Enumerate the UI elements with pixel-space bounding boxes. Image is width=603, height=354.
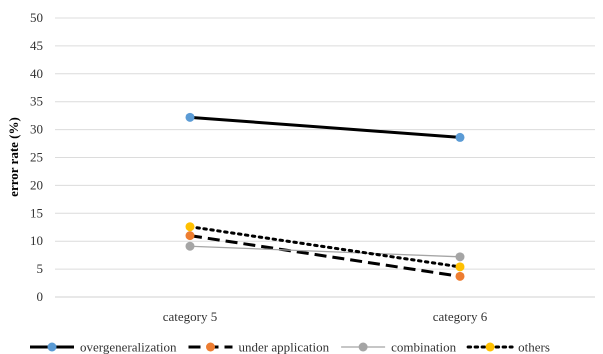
legend-item: combination	[341, 340, 457, 354]
series-3-point	[185, 222, 195, 232]
y-tick-label: 0	[37, 289, 44, 304]
gridlines	[55, 17, 595, 298]
x-tick-label: category 5	[163, 309, 218, 324]
series-0-point	[455, 132, 465, 142]
y-axis-label: error rate (%)	[6, 117, 21, 197]
legend-item: overgeneralization	[30, 340, 177, 354]
y-tick-label: 45	[30, 38, 43, 53]
legend-swatch-marker	[206, 342, 215, 352]
legend-item: under application	[188, 340, 330, 354]
series-line-1	[189, 234, 461, 278]
legend-swatch-marker	[47, 342, 57, 352]
series-0-point	[185, 112, 195, 122]
y-axis-ticks: 0 5 10 15 20 25 30 35 40 45 50	[30, 10, 43, 304]
series-line-2	[189, 245, 461, 258]
series-2-point	[185, 241, 195, 251]
y-tick-label: 10	[30, 233, 43, 248]
y-tick-label: 25	[30, 150, 43, 165]
legend-label: overgeneralization	[80, 340, 177, 354]
y-tick-label: 35	[30, 94, 43, 109]
legend-label: others	[518, 340, 550, 354]
x-axis-ticks: category 5 category 6	[163, 309, 488, 324]
series-1-point	[455, 271, 465, 281]
series-1-point	[185, 231, 195, 241]
x-tick-label: category 6	[433, 309, 488, 324]
series-line-3	[188, 225, 462, 269]
series-2-point	[455, 252, 465, 262]
series-line-0	[189, 115, 461, 139]
legend-label: combination	[391, 340, 456, 354]
legend-item: others	[466, 340, 550, 354]
legend-swatch-marker	[358, 342, 368, 352]
legend: overgeneralization under application combi…	[30, 340, 550, 354]
y-tick-label: 5	[37, 261, 44, 276]
legend-label: under application	[239, 340, 330, 354]
series-3-point	[455, 262, 465, 272]
series-markers	[185, 112, 465, 281]
legend-swatch-marker	[485, 342, 495, 352]
series-lines	[188, 115, 462, 278]
y-tick-label: 30	[30, 122, 43, 137]
y-tick-label: 40	[30, 66, 43, 81]
y-tick-label: 50	[30, 10, 43, 25]
y-tick-label: 20	[30, 177, 43, 192]
y-tick-label: 15	[30, 205, 43, 220]
